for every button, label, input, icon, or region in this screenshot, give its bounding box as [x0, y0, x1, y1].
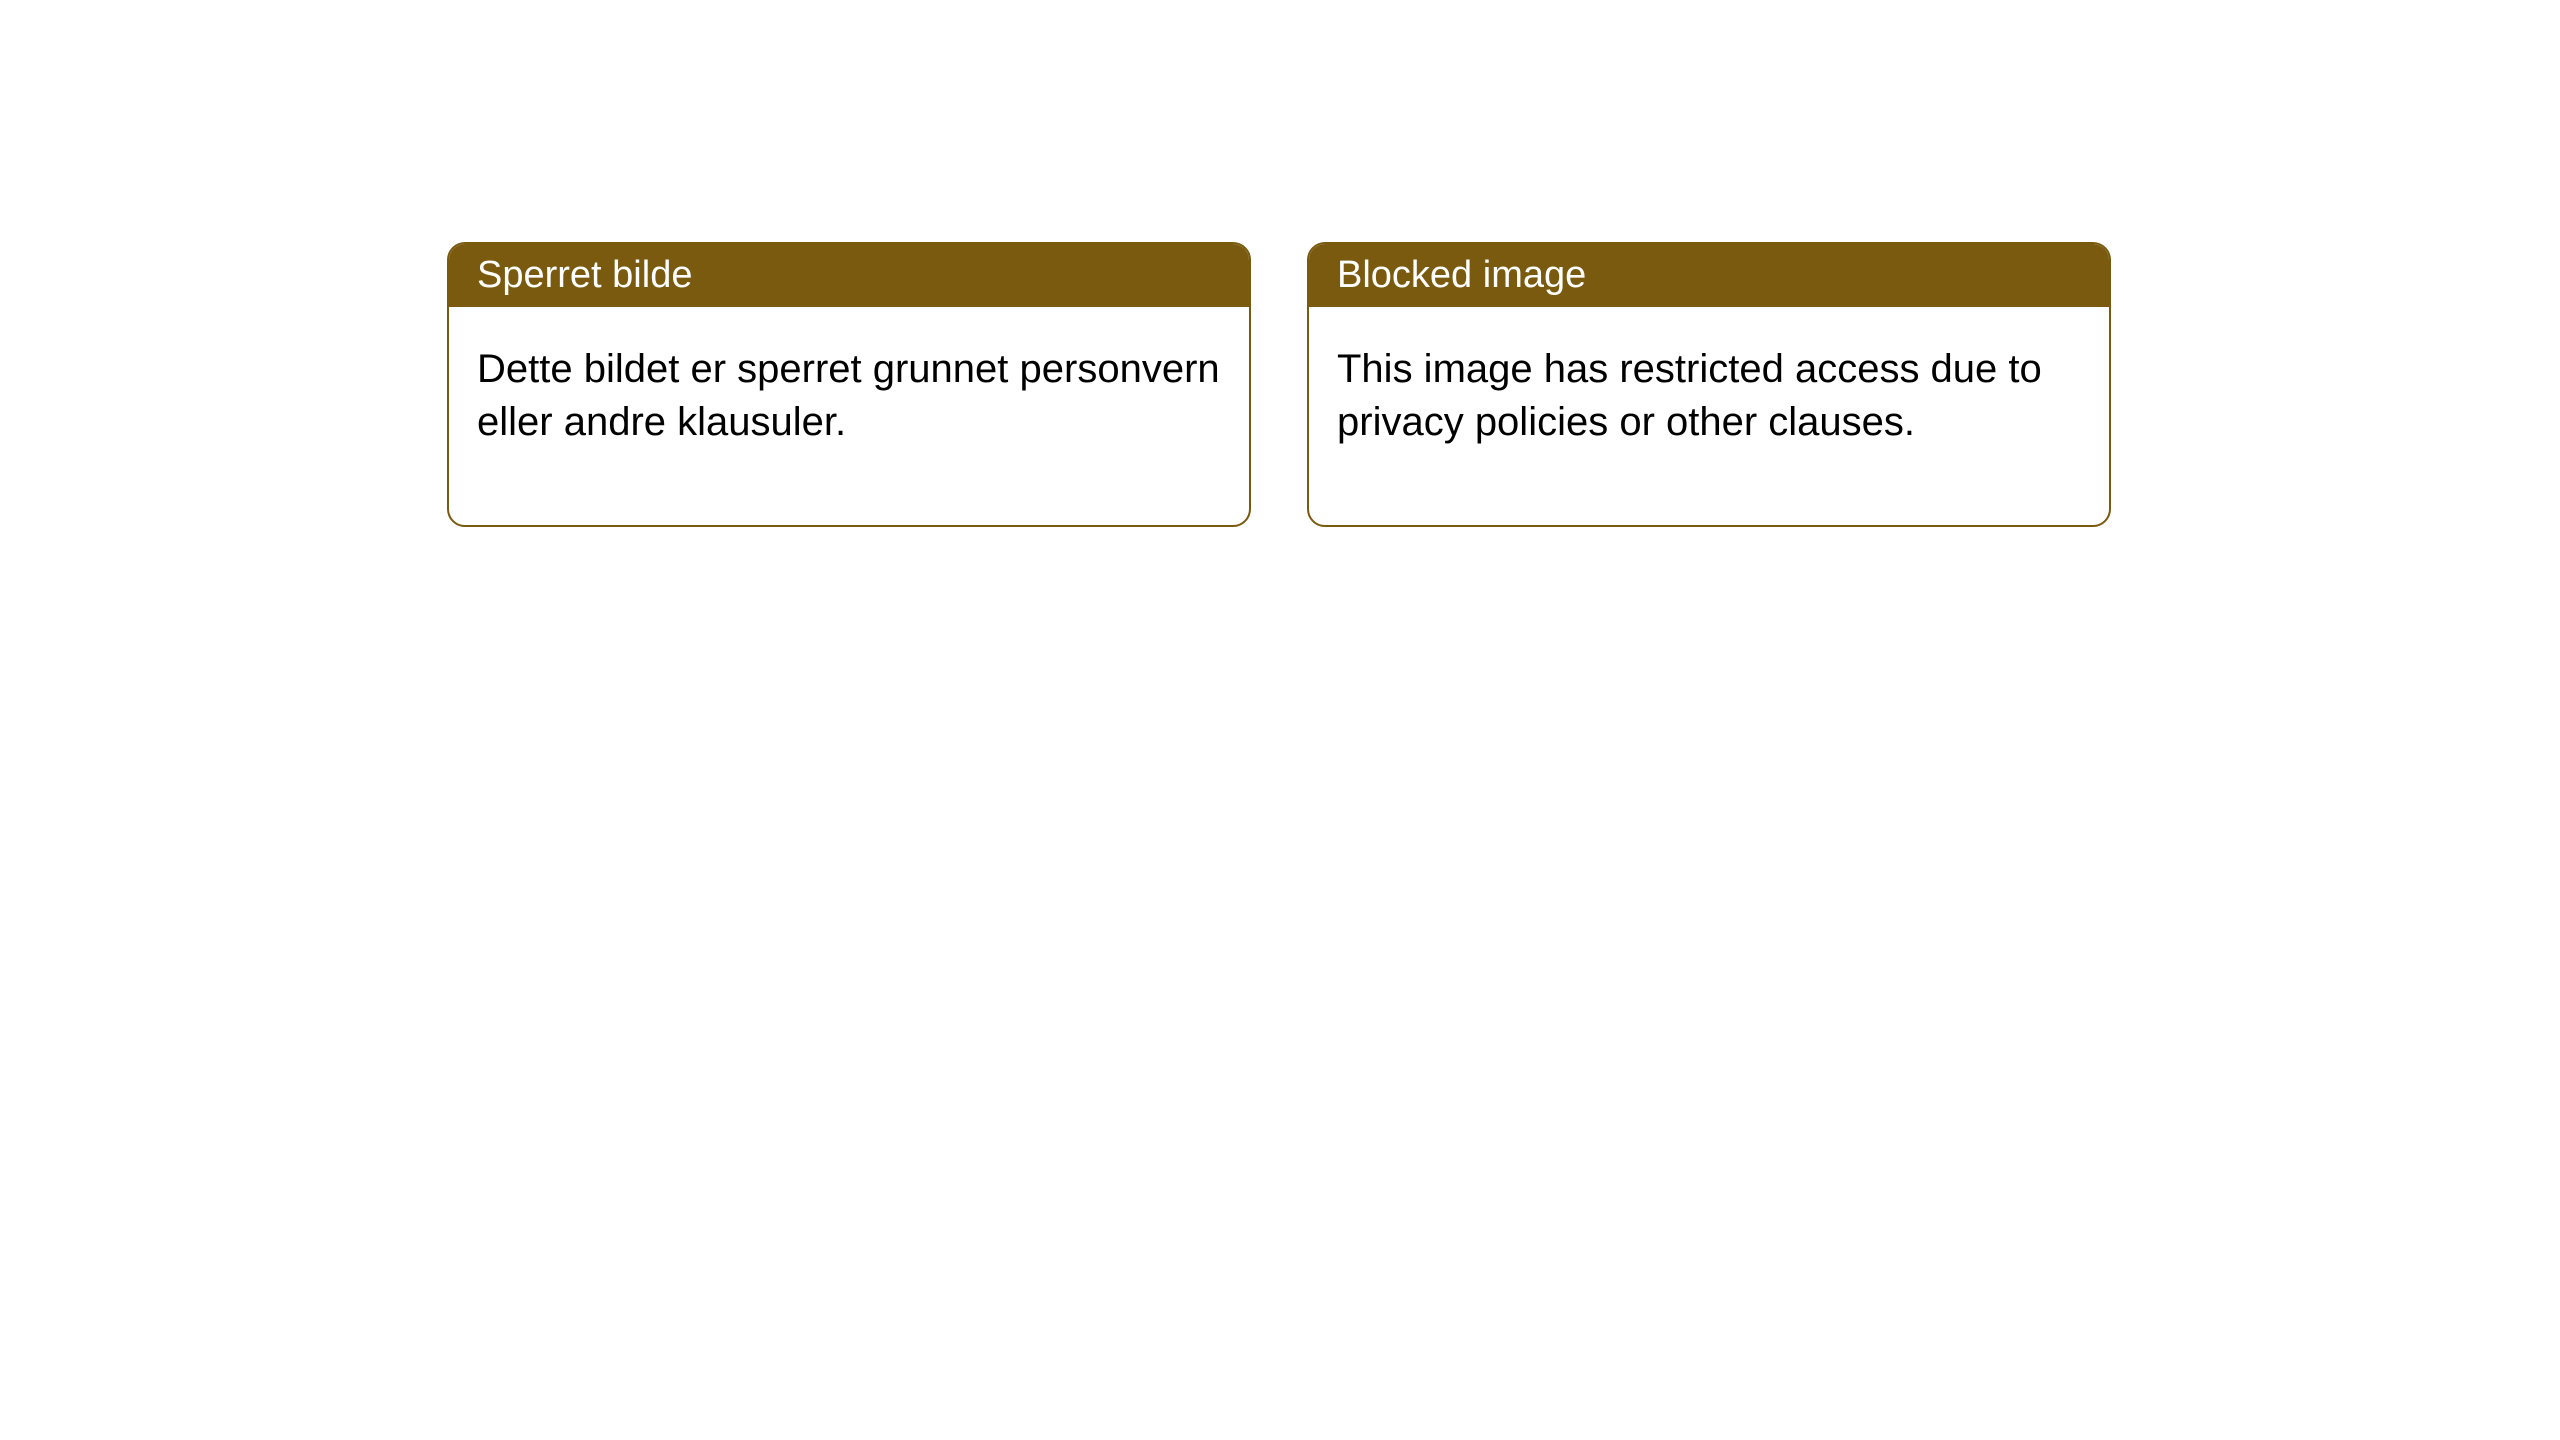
card-body: Dette bildet er sperret grunnet personve… [449, 307, 1249, 525]
card-body-text: This image has restricted access due to … [1337, 347, 2042, 444]
notice-card-norwegian: Sperret bilde Dette bildet er sperret gr… [447, 242, 1251, 527]
notice-container: Sperret bilde Dette bildet er sperret gr… [0, 0, 2560, 527]
card-body-text: Dette bildet er sperret grunnet personve… [477, 347, 1220, 444]
notice-card-english: Blocked image This image has restricted … [1307, 242, 2111, 527]
card-header-text: Blocked image [1337, 254, 1586, 296]
card-header: Sperret bilde [449, 244, 1249, 307]
card-header: Blocked image [1309, 244, 2109, 307]
card-header-text: Sperret bilde [477, 254, 692, 296]
card-body: This image has restricted access due to … [1309, 307, 2109, 525]
